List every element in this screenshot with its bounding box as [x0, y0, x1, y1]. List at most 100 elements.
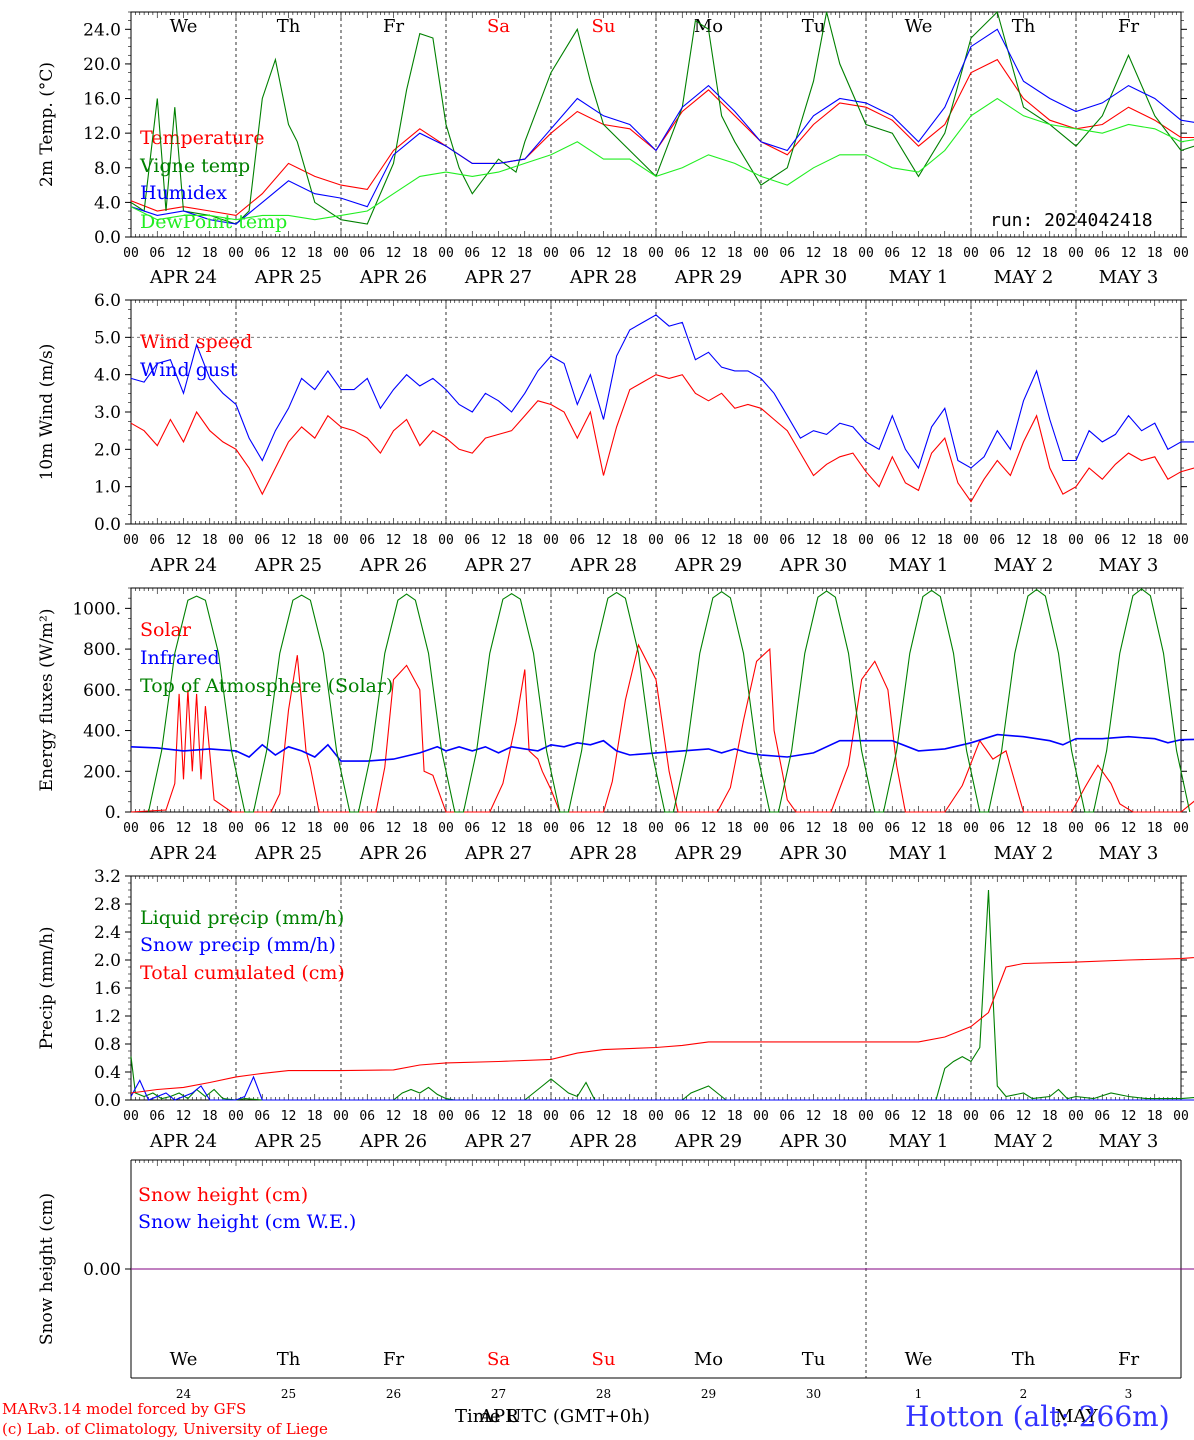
hour-tick-label: 06 — [254, 533, 270, 548]
hour-tick-label: 12 — [1016, 1109, 1032, 1124]
legend-entry: DewPoint temp — [140, 211, 287, 233]
hour-tick-label: 18 — [202, 1109, 218, 1124]
date-label: APR 25 — [254, 555, 322, 576]
date-label: APR 24 — [149, 555, 217, 576]
station-label: Hotton (alt: 266m) — [905, 1400, 1170, 1433]
date-label: APR 30 — [779, 843, 847, 864]
y-tick-label: 3.0 — [94, 403, 121, 423]
hour-tick-label: 12 — [911, 1109, 927, 1124]
hour-tick-label: 12 — [1016, 246, 1032, 261]
hour-tick-label: 18 — [517, 246, 533, 261]
hour-tick-label: 00 — [333, 1109, 349, 1124]
footer-apr: APR — [480, 1406, 519, 1427]
date-label: APR 28 — [569, 555, 637, 576]
y-tick-label: 3.2 — [94, 867, 121, 887]
hour-tick-label: 12 — [176, 821, 192, 836]
day-name-label: We — [905, 1349, 933, 1370]
date-label: APR 24 — [149, 267, 217, 288]
y-tick-label: 1.6 — [94, 979, 121, 999]
hour-tick-label: 18 — [412, 533, 428, 548]
day-name-label: Tu — [802, 1349, 826, 1370]
day-number-label: 24 — [176, 1387, 192, 1401]
series-line — [130, 1075, 1194, 1101]
date-label: APR 27 — [464, 267, 532, 288]
day-name-label: Th — [277, 1349, 301, 1370]
hour-tick-label: 00 — [963, 533, 979, 548]
hour-tick-label: 12 — [281, 246, 297, 261]
y-tick-label: 600. — [83, 681, 121, 701]
legend-entry: Vigne temp — [139, 155, 250, 177]
date-label: APR 24 — [149, 1131, 217, 1152]
hour-tick-label: 06 — [254, 246, 270, 261]
y-tick-label: 24.0 — [83, 20, 121, 40]
hour-tick-label: 00 — [1173, 246, 1189, 261]
y-axis-label: Energy fluxes (W/m²) — [37, 609, 57, 792]
hour-tick-label: 12 — [491, 821, 507, 836]
date-label: APR 29 — [674, 267, 742, 288]
hour-tick-label: 00 — [333, 246, 349, 261]
hour-tick-label: 12 — [491, 246, 507, 261]
hour-tick-label: 00 — [1173, 821, 1189, 836]
hour-tick-label: 00 — [228, 246, 244, 261]
hour-tick-label: 12 — [806, 1109, 822, 1124]
series-line — [130, 889, 1194, 1101]
hour-tick-label: 18 — [1147, 1109, 1163, 1124]
y-tick-label: 2.0 — [94, 951, 121, 971]
hour-tick-label: 12 — [176, 533, 192, 548]
hour-tick-label: 06 — [254, 821, 270, 836]
y-tick-label: 800. — [83, 640, 121, 660]
hour-tick-label: 00 — [963, 1109, 979, 1124]
y-tick-label: 12.0 — [83, 124, 121, 144]
date-label: APR 28 — [569, 1131, 637, 1152]
hour-tick-label: 06 — [884, 533, 900, 548]
date-label: MAY 3 — [1099, 267, 1159, 288]
hour-tick-label: 06 — [149, 246, 165, 261]
date-label: APR 30 — [779, 267, 847, 288]
day-name-label: Sa — [487, 1349, 510, 1370]
hour-tick-label: 12 — [701, 246, 717, 261]
hour-tick-label: 18 — [412, 1109, 428, 1124]
hour-tick-label: 06 — [359, 821, 375, 836]
hour-tick-label: 00 — [1068, 533, 1084, 548]
y-tick-label: 1.0 — [94, 478, 121, 498]
day-name-label: Th — [1012, 1349, 1036, 1370]
y-tick-label: 16.0 — [83, 90, 121, 110]
series-line — [130, 28, 1194, 225]
day-number-label: 3 — [1125, 1387, 1133, 1401]
hour-tick-label: 12 — [491, 1109, 507, 1124]
y-tick-label: 8.0 — [94, 159, 121, 179]
hour-tick-label: 12 — [701, 821, 717, 836]
date-label: APR 26 — [359, 555, 427, 576]
date-label: APR 29 — [674, 1131, 742, 1152]
hour-tick-label: 00 — [648, 1109, 664, 1124]
date-label: APR 25 — [254, 267, 322, 288]
hour-tick-label: 12 — [386, 821, 402, 836]
date-label: APR 26 — [359, 843, 427, 864]
hour-tick-label: 18 — [727, 246, 743, 261]
day-number-label: 30 — [806, 1387, 821, 1401]
panel-frame — [130, 299, 1182, 525]
hour-tick-label: 00 — [753, 821, 769, 836]
y-tick-label: 0.4 — [94, 1063, 121, 1083]
hour-tick-label: 18 — [727, 821, 743, 836]
date-label: MAY 2 — [994, 1131, 1054, 1152]
hour-tick-label: 18 — [1147, 246, 1163, 261]
hour-tick-label: 00 — [1173, 533, 1189, 548]
hour-tick-label: 12 — [491, 533, 507, 548]
hour-tick-label: 06 — [674, 821, 690, 836]
day-name-label: Th — [1012, 16, 1036, 37]
day-number-label: 29 — [701, 1387, 716, 1401]
hour-tick-label: 06 — [569, 1109, 585, 1124]
hour-tick-label: 18 — [622, 1109, 638, 1124]
hour-tick-label: 00 — [1068, 246, 1084, 261]
hour-tick-label: 00 — [333, 533, 349, 548]
hour-tick-label: 12 — [806, 246, 822, 261]
hour-tick-label: 00 — [543, 246, 559, 261]
hour-tick-label: 06 — [884, 821, 900, 836]
hour-tick-label: 00 — [228, 821, 244, 836]
day-name-label: Fr — [383, 16, 404, 37]
hour-tick-label: 06 — [149, 1109, 165, 1124]
legend-entry: Wind speed — [140, 331, 252, 353]
legend-entry: Top of Atmosphere (Solar) — [140, 675, 393, 697]
hour-tick-label: 06 — [1094, 821, 1110, 836]
